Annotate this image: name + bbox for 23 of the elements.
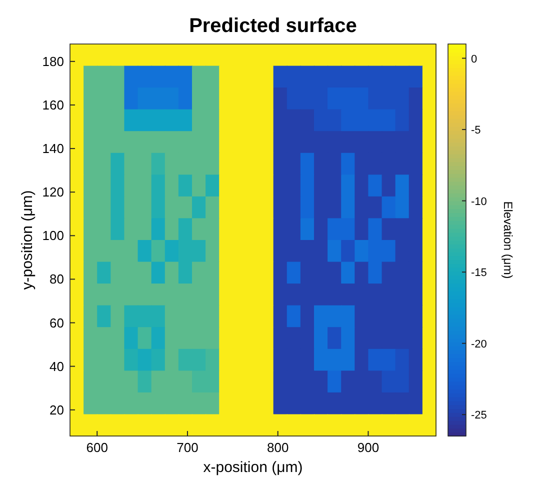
x-tick-label: 600 (86, 440, 108, 455)
y-tick-label: 160 (42, 97, 64, 112)
y-axis-title: y-position (μm) (19, 190, 36, 290)
color-bar-label: -20 (471, 338, 487, 350)
color-bar-label: 0 (471, 53, 478, 66)
y-tick-label: 180 (42, 54, 64, 69)
y-tick-label: 80 (50, 272, 64, 287)
y-tick-label: 120 (42, 184, 64, 200)
x-tick-label: 900 (357, 440, 380, 455)
y-tick-label: 140 (42, 141, 64, 156)
x-axis-title: x-position (μm) (203, 459, 303, 476)
y-tick-label: 40 (50, 358, 64, 374)
x-tick-label: 800 (267, 440, 289, 455)
y-tick-label: 60 (50, 315, 64, 330)
color-bar-label: -15 (471, 267, 487, 280)
color-bar-title: Elevation (μm) (501, 201, 515, 279)
color-bar-label: -25 (471, 410, 487, 422)
y-tick-label: 20 (50, 402, 64, 418)
y-tick-label: 100 (42, 228, 64, 244)
chart-title: Predicted surface (189, 15, 357, 37)
color-bar-label: -5 (471, 124, 481, 137)
x-tick-label: 700 (176, 440, 198, 455)
color-bar-label: -10 (471, 196, 487, 208)
